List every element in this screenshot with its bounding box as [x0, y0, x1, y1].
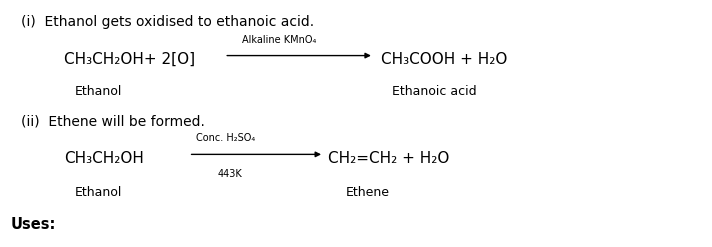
Text: CH₃CH₂OH: CH₃CH₂OH	[64, 151, 144, 165]
Text: CH₂=CH₂ + H₂O: CH₂=CH₂ + H₂O	[328, 151, 449, 165]
Text: CH₃COOH + H₂O: CH₃COOH + H₂O	[381, 52, 507, 67]
Text: (ii)  Ethene will be formed.: (ii) Ethene will be formed.	[21, 114, 205, 128]
Text: Ethanoic acid: Ethanoic acid	[392, 85, 476, 98]
Text: 443K: 443K	[217, 169, 242, 179]
Text: Conc. H₂SO₄: Conc. H₂SO₄	[196, 133, 255, 143]
Text: (i)  Ethanol gets oxidised to ethanoic acid.: (i) Ethanol gets oxidised to ethanoic ac…	[21, 15, 315, 29]
Text: Ethene: Ethene	[345, 186, 389, 199]
Text: CH₃CH₂OH+ 2[O]: CH₃CH₂OH+ 2[O]	[64, 52, 195, 67]
Text: Ethanol: Ethanol	[75, 186, 122, 199]
Text: Uses:: Uses:	[11, 217, 56, 232]
Text: Alkaline KMnO₄: Alkaline KMnO₄	[242, 35, 316, 44]
Text: Ethanol: Ethanol	[75, 85, 122, 98]
